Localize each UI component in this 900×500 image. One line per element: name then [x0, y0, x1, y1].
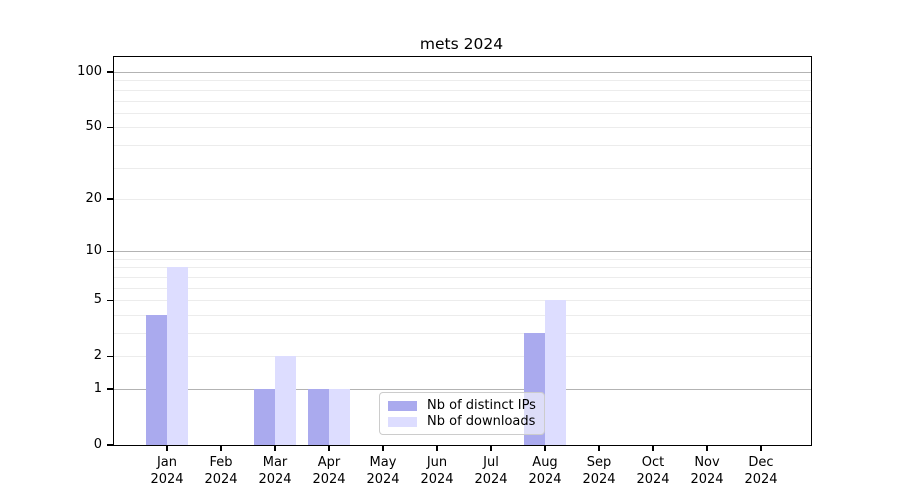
y-tick-label: 50	[85, 119, 102, 135]
x-tick-label: Jun 2024	[420, 455, 454, 487]
gridline-minor	[114, 144, 811, 146]
gridline-minor	[114, 356, 811, 358]
y-tick-mark	[107, 388, 114, 390]
legend: Nb of distinct IPs Nb of downloads	[379, 392, 545, 435]
legend-swatch-downloads	[388, 417, 417, 427]
bar-downloads	[167, 267, 188, 445]
gridline-major	[114, 72, 811, 73]
gridline-minor	[114, 89, 811, 91]
bar-distinct-ips	[308, 389, 329, 445]
y-tick-mark	[107, 355, 114, 357]
y-tick-mark	[107, 71, 114, 73]
legend-entry: Nb of downloads	[388, 414, 536, 430]
x-tick-mark	[436, 445, 438, 451]
x-tick-label: Apr 2024	[312, 455, 346, 487]
gridline-minor	[114, 112, 811, 114]
gridline-minor	[114, 198, 811, 200]
x-tick-mark	[544, 445, 546, 451]
bar-downloads	[329, 389, 350, 445]
y-tick-label: 2	[93, 348, 102, 364]
legend-swatch-distinct-ips	[388, 401, 417, 411]
y-tick-label: 0	[93, 437, 102, 452]
x-tick-mark	[328, 445, 330, 451]
x-tick-label: Aug 2024	[528, 455, 562, 487]
x-tick-label: Jul 2024	[474, 455, 508, 487]
y-tick-label: 5	[93, 292, 102, 308]
x-tick-mark	[760, 445, 762, 451]
y-tick-label: 100	[77, 64, 102, 79]
gridline-major	[114, 389, 811, 390]
y-tick-mark	[107, 126, 114, 128]
x-tick-label: Oct 2024	[636, 455, 670, 487]
y-tick-label: 10	[85, 243, 102, 259]
x-tick-label: Jan 2024	[150, 455, 184, 487]
gridline-minor	[114, 276, 811, 278]
x-tick-mark	[220, 445, 222, 451]
x-tick-label: Sep 2024	[582, 455, 616, 487]
y-tick-label: 1	[93, 381, 102, 396]
gridline-minor	[114, 80, 811, 82]
x-tick-mark	[382, 445, 384, 451]
chart-title: mets 2024	[419, 35, 504, 53]
gridline-major	[114, 251, 811, 253]
y-tick-mark	[107, 198, 114, 200]
gridline-minor	[114, 100, 811, 102]
gridline-minor	[114, 287, 811, 289]
gridline-minor	[114, 127, 811, 129]
bar-distinct-ips	[146, 314, 167, 445]
x-tick-mark	[598, 445, 600, 451]
bar-downloads	[275, 356, 296, 445]
gridline-minor	[114, 300, 811, 302]
x-tick-label: Feb 2024	[204, 455, 238, 487]
gridline-minor	[114, 333, 811, 334]
bar-distinct-ips	[254, 389, 275, 445]
x-tick-label: Nov 2024	[690, 455, 724, 487]
plot-area: 0 1 2 5 10 20 50 100 Jan 2024 Feb 2024 Mar 2024 Ap…	[77, 56, 812, 487]
x-tick-mark	[490, 445, 492, 451]
legend-label: Nb of downloads	[427, 414, 536, 429]
x-tick-label: Dec 2024	[744, 455, 778, 487]
x-tick-mark	[166, 445, 168, 451]
y-tick-label: 20	[85, 190, 102, 206]
gridline-minor	[114, 267, 811, 269]
y-tick-mark	[107, 444, 114, 446]
gridline-minor	[114, 167, 811, 169]
x-tick-mark	[652, 445, 654, 451]
x-tick-label: Mar 2024	[258, 455, 292, 487]
gridline-minor	[114, 258, 811, 260]
y-tick-mark	[107, 299, 114, 301]
x-tick-mark	[706, 445, 708, 451]
gridline-minor	[114, 314, 811, 316]
x-tick-mark	[274, 445, 276, 451]
x-tick-label: May 2024	[366, 455, 400, 487]
y-tick-mark	[107, 250, 114, 252]
legend-entry: Nb of distinct IPs	[388, 398, 536, 414]
legend-label: Nb of distinct IPs	[427, 398, 536, 413]
bar-downloads	[545, 300, 566, 445]
